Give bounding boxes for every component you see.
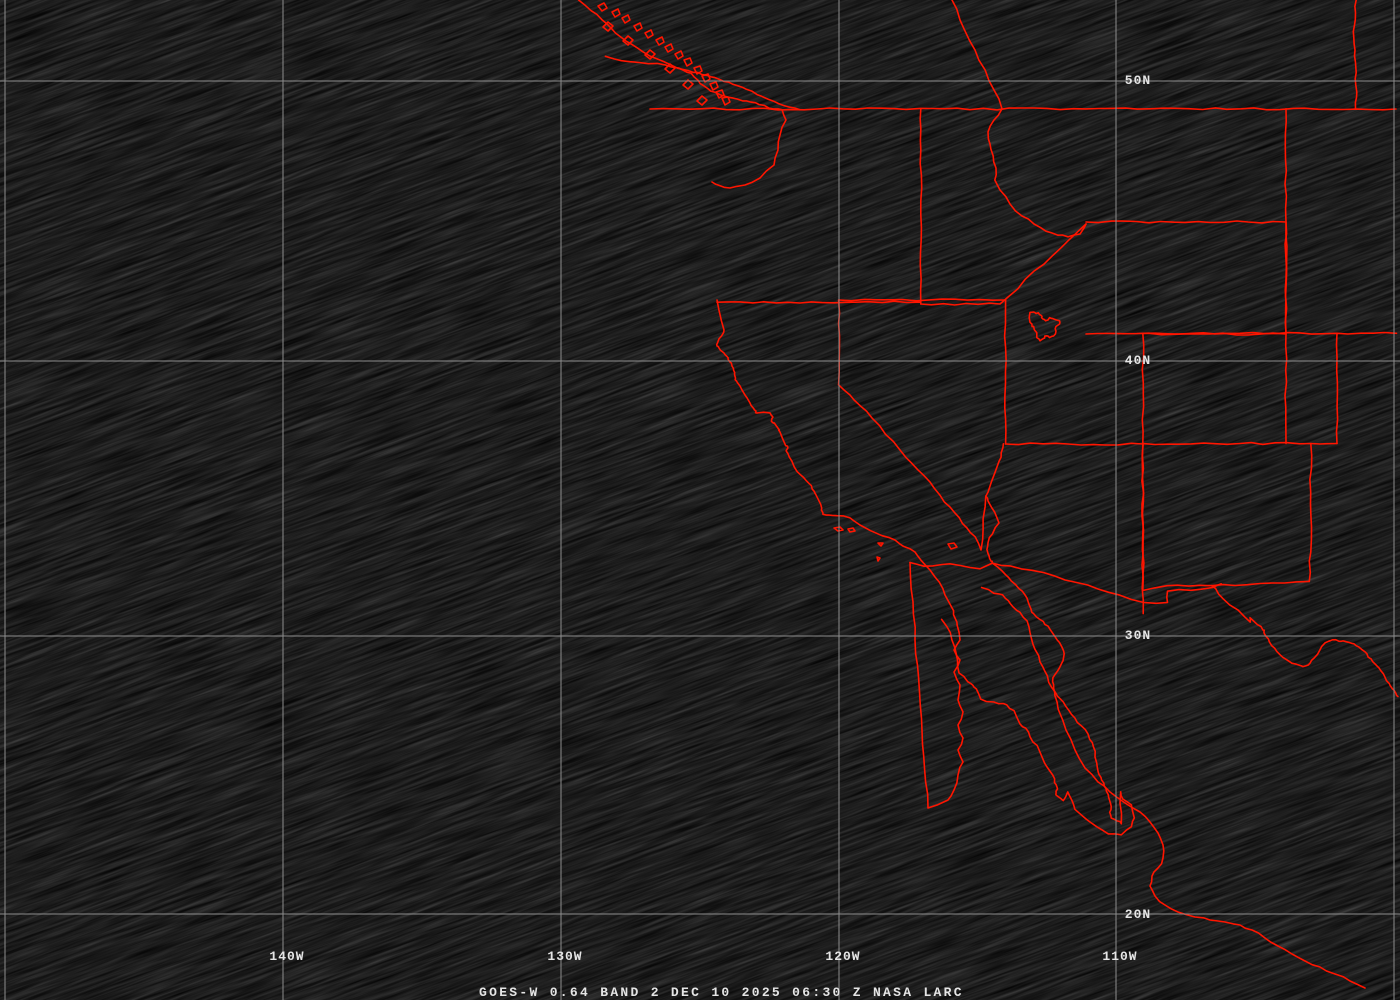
svg-text:110W: 110W xyxy=(1102,949,1137,964)
svg-text:30N: 30N xyxy=(1125,628,1151,643)
svg-text:130W: 130W xyxy=(547,949,582,964)
svg-text:40N: 40N xyxy=(1125,353,1151,368)
svg-text:120W: 120W xyxy=(825,949,860,964)
svg-text:50N: 50N xyxy=(1125,73,1151,88)
svg-text:GOES-W 0.64 BAND 2 DEC 10 2: GOES-W 0.64 BAND 2 DEC 10 2025 06:30 Z N… xyxy=(479,985,964,1000)
svg-text:20N: 20N xyxy=(1125,907,1151,922)
svg-text:140W: 140W xyxy=(269,949,304,964)
